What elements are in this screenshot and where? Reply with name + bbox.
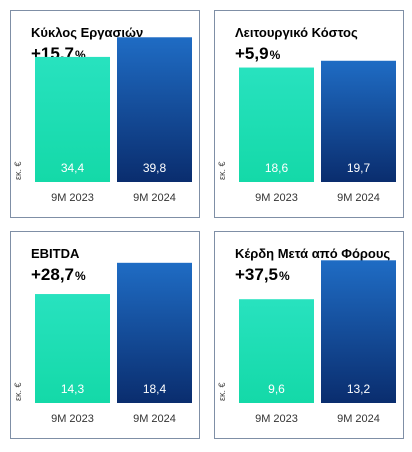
chart-title: Κύκλος Εργασιών	[31, 25, 143, 40]
bar-chart: Κέρδη Μετά από Φόρους +37,5% εκ. € 9,6 9M 20…	[217, 246, 396, 425]
bar-chart: EBITDA +28,7% εκ. € 14,3 9M 2023 18,4 9M 2024	[13, 246, 192, 425]
kpi-panel-2: Λειτουργικό Κόστος +5,9% εκ. € 18,6 9M 2023 1…	[214, 10, 404, 218]
kpi-panel-1: Κύκλος Εργασιών +15,7% εκ. €34,4 9M 2023 39,…	[10, 10, 200, 218]
bar-value-label: 14,3	[61, 382, 85, 396]
change-label: +37,5%	[235, 265, 290, 284]
bar-value-label: 18,6	[265, 161, 289, 175]
y-axis-label: εκ. €	[13, 382, 23, 401]
y-axis-label: εκ. €	[13, 161, 23, 180]
y-axis-label: εκ. €	[217, 382, 227, 401]
bar-chart: Κύκλος Εργασιών+15,7%εκ. €34,49M 202339,…	[13, 25, 192, 204]
bar	[117, 37, 192, 182]
change-label: +28,7%	[31, 265, 86, 284]
bar	[321, 60, 396, 183]
change-label: +5,9%	[235, 44, 281, 63]
x-tick-label: 9M 2023	[255, 413, 298, 425]
bar-value-label: 13,2	[347, 382, 371, 396]
chart-title: EBITDA	[31, 246, 80, 261]
chart-title: Λειτουργικό Κόστος	[235, 25, 358, 40]
x-tick-label: 9M 2023	[51, 192, 94, 204]
x-tick-label: 9M 2023	[255, 192, 298, 204]
bar	[239, 299, 314, 403]
y-axis-label: εκ. €	[217, 161, 227, 180]
kpi-panel-4: Κέρδη Μετά από Φόρους +37,5% εκ. € 9,6 9M 20…	[214, 231, 404, 439]
bar-chart: Λειτουργικό Κόστος +5,9% εκ. € 18,6 9M 2023 1…	[217, 25, 396, 204]
bar	[35, 294, 110, 403]
bar	[117, 262, 192, 403]
bar-value-label: 19,7	[347, 161, 371, 175]
x-tick-label: 9M 2024	[133, 413, 176, 425]
bar-value-label: 18,4	[143, 382, 167, 396]
kpi-panel-3: EBITDA +28,7% εκ. € 14,3 9M 2023 18,4 9M 2024	[10, 231, 200, 439]
x-tick-label: 9M 2024	[337, 413, 380, 425]
x-tick-label: 9M 2024	[337, 192, 380, 204]
x-tick-label: 9M 2024	[133, 192, 176, 204]
bar	[321, 260, 396, 403]
chart-title: Κέρδη Μετά από Φόρους	[235, 246, 390, 261]
bar	[239, 67, 314, 182]
x-tick-label: 9M 2023	[51, 413, 94, 425]
bar	[35, 56, 110, 183]
bar-value-label: 9,6	[268, 382, 285, 396]
bar-value-label: 34,4	[61, 161, 85, 175]
bar-value-label: 39,8	[143, 161, 167, 175]
